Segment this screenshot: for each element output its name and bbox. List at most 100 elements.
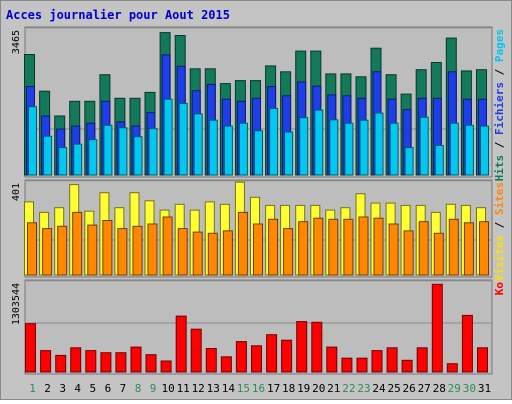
bar-ko-day-2: [40, 350, 52, 373]
bar-sites-day-25: [388, 223, 399, 276]
bar-ko-day-22: [341, 357, 353, 373]
tick-label-day-29: 29: [448, 382, 461, 395]
bar-sites-day-20: [313, 217, 324, 276]
bar-pages-day-8: [133, 136, 143, 176]
bar-pages-day-29: [449, 122, 459, 176]
tick-label-day-25: 25: [387, 382, 400, 395]
bar-sites-day-27: [418, 221, 429, 276]
bar-pages-day-26: [404, 147, 414, 176]
bar-ko-day-20: [311, 321, 323, 373]
tick-label-day-1: 1: [29, 382, 36, 395]
tick-label-day-10: 10: [161, 382, 174, 395]
tick-label-day-9: 9: [150, 382, 157, 395]
series-ko: [25, 283, 488, 373]
bar-pages-day-1: [28, 106, 37, 176]
legend-item-pages: Pages: [493, 29, 506, 62]
bar-ko-day-30: [461, 314, 473, 373]
legend-separator: /: [493, 135, 506, 155]
bar-sites-day-19: [298, 221, 309, 276]
panel-1: 3465 Hits / Fichiers / Pages: [11, 26, 506, 181]
tick-label-day-30: 30: [463, 382, 476, 395]
bar-ko-day-3: [55, 354, 67, 373]
bar-sites-day-2: [42, 228, 53, 276]
max-value-label: 3465: [11, 30, 22, 54]
chart-panels: 3465 Hits / Fichiers / Pages 401 Visites / …: [11, 26, 506, 375]
bar-ko-day-31: [477, 347, 488, 373]
tick-label-day-14: 14: [222, 382, 236, 395]
bar-sites-day-12: [192, 231, 203, 276]
tick-label-day-24: 24: [372, 382, 386, 395]
bar-sites-day-6: [102, 220, 113, 276]
bar-pages-day-13: [208, 119, 218, 176]
bar-pages-day-12: [193, 113, 203, 176]
bar-ko-day-12: [190, 328, 202, 373]
tick-label-day-18: 18: [282, 382, 295, 395]
tick-label-day-20: 20: [312, 382, 325, 395]
bar-pages-day-21: [329, 119, 339, 176]
bar-ko-day-13: [205, 348, 217, 373]
legend-item-sites: Sites: [493, 182, 506, 215]
bar-pages-day-7: [118, 127, 128, 176]
tick-label-day-8: 8: [135, 382, 142, 395]
bar-pages-day-9: [148, 128, 158, 176]
bar-sites-day-17: [268, 218, 279, 276]
bar-sites-day-28: [433, 232, 444, 276]
panel-legend: Ko: [493, 282, 506, 296]
bar-ko-day-15: [235, 341, 247, 373]
legend-separator: /: [493, 62, 506, 82]
legend-item-visites: Visites: [493, 235, 506, 281]
bar-sites-day-5: [87, 224, 98, 276]
bar-ko-day-4: [70, 347, 82, 373]
bar-ko-day-19: [296, 321, 308, 373]
bar-pages-day-20: [314, 109, 324, 176]
panel-legend: Visites / Sites: [493, 182, 506, 281]
bar-sites-day-24: [373, 217, 384, 276]
tick-label-day-16: 16: [252, 382, 265, 395]
bar-pages-day-30: [464, 124, 474, 176]
bar-ko-day-29: [446, 363, 458, 373]
bar-sites-day-29: [448, 218, 459, 276]
bar-sites-day-8: [132, 225, 143, 276]
max-value-label: 401: [11, 183, 22, 201]
bar-sites-day-31: [479, 221, 489, 276]
tick-label-day-11: 11: [177, 382, 190, 395]
bar-ko-day-28: [431, 283, 443, 373]
bar-ko-day-14: [220, 356, 232, 373]
panel-3: 1303544 Ko: [11, 279, 506, 375]
bar-ko-day-1: [25, 323, 36, 373]
bar-sites-day-11: [177, 228, 188, 276]
tick-label-day-13: 13: [207, 382, 220, 395]
tick-label-day-2: 2: [44, 382, 51, 395]
series-pages: [28, 98, 489, 176]
tick-label-day-6: 6: [105, 382, 112, 395]
bar-pages-day-25: [389, 122, 399, 176]
bar-ko-day-8: [130, 346, 142, 373]
bar-sites-day-23: [358, 216, 369, 276]
panel-2: 401 Visites / Sites: [11, 179, 506, 281]
bar-pages-day-3: [58, 147, 68, 176]
bar-ko-day-27: [416, 347, 428, 373]
bar-ko-day-10: [160, 360, 172, 373]
legend-item-fichiers: Fichiers: [493, 82, 506, 135]
bar-sites-day-1: [27, 222, 37, 276]
bar-pages-day-23: [359, 119, 369, 176]
bar-pages-day-6: [103, 124, 113, 176]
bar-ko-day-6: [100, 352, 112, 373]
tick-label-day-21: 21: [327, 382, 340, 395]
max-value-label: 1303544: [11, 283, 22, 325]
panel-legend: Hits / Fichiers / Pages: [493, 29, 506, 181]
bar-sites-day-3: [57, 225, 68, 276]
bar-sites-day-10: [162, 216, 173, 276]
bar-pages-day-10: [163, 98, 173, 176]
bar-pages-day-22: [344, 122, 354, 176]
bar-ko-day-7: [115, 352, 127, 373]
tick-label-day-12: 12: [192, 382, 205, 395]
bar-ko-day-17: [266, 334, 278, 373]
tick-label-day-31: 31: [478, 382, 491, 395]
chart-title: Acces journalier pour Aout 2015: [6, 8, 230, 22]
bar-pages-day-14: [223, 125, 233, 176]
tick-label-day-23: 23: [357, 382, 370, 395]
bar-ko-day-23: [356, 357, 368, 373]
